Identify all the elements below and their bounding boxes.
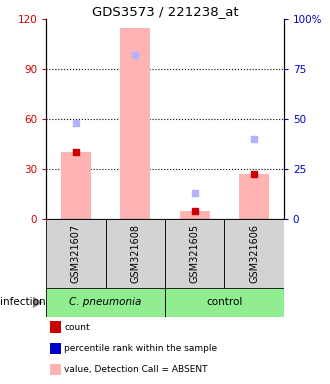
- Point: [251, 136, 257, 142]
- Bar: [106, 219, 165, 288]
- Bar: [239, 174, 269, 219]
- Point: [192, 207, 197, 214]
- Point: [192, 190, 197, 196]
- Text: value, Detection Call = ABSENT: value, Detection Call = ABSENT: [64, 365, 208, 374]
- Bar: [180, 210, 210, 219]
- Text: count: count: [64, 323, 90, 332]
- Text: C. pneumonia: C. pneumonia: [69, 297, 142, 308]
- Text: GSM321606: GSM321606: [249, 224, 259, 283]
- Point: [73, 149, 79, 156]
- Text: GSM321608: GSM321608: [130, 224, 140, 283]
- Text: infection: infection: [0, 297, 46, 308]
- Bar: [61, 152, 91, 219]
- Point: [251, 171, 257, 177]
- Bar: [120, 28, 150, 219]
- Bar: [46, 288, 165, 317]
- Text: GSM321607: GSM321607: [71, 224, 81, 283]
- Bar: [165, 219, 224, 288]
- Text: percentile rank within the sample: percentile rank within the sample: [64, 344, 217, 353]
- Bar: [46, 219, 106, 288]
- Point: [133, 52, 138, 58]
- Text: control: control: [206, 297, 243, 308]
- Text: GSM321605: GSM321605: [190, 224, 200, 283]
- Bar: [165, 288, 284, 317]
- Bar: [224, 219, 284, 288]
- Title: GDS3573 / 221238_at: GDS3573 / 221238_at: [92, 5, 238, 18]
- Point: [73, 120, 79, 126]
